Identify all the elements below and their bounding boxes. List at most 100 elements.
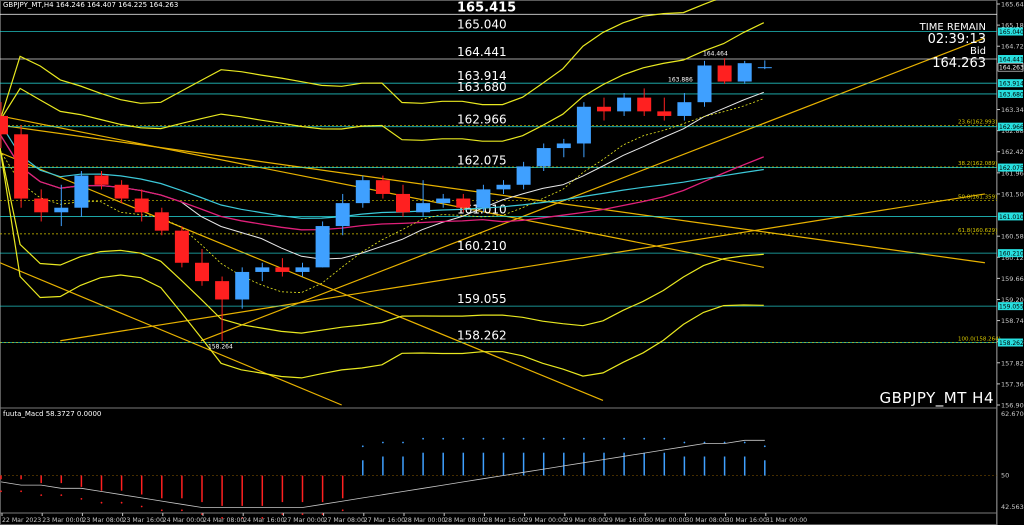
price-level-badge-text: 162.075 <box>999 165 1024 172</box>
candle-body <box>335 203 350 227</box>
price-tick-label: 161.500 <box>1001 190 1024 198</box>
price-level-badge <box>998 249 1023 258</box>
chart-symbol-label: GBPJPY_MT H4 <box>879 389 994 407</box>
price-level-badge <box>998 55 1023 64</box>
candle-body <box>436 198 451 204</box>
macd-dot <box>723 441 726 444</box>
time-axis-label: 30 Mar 08:00 <box>685 517 726 524</box>
time-axis-label: 23 Mar 16:00 <box>123 517 164 524</box>
trend-line <box>0 124 985 264</box>
fib-level-label: 50.0(161.359) <box>958 194 997 200</box>
macd-dot <box>301 513 304 515</box>
time-axis-label: 31 Mar 00:00 <box>766 517 807 524</box>
time-axis-label: 29 Mar 16:00 <box>605 517 646 524</box>
macd-dot <box>341 509 344 512</box>
candle-body <box>0 115 8 135</box>
macd-dot <box>100 501 103 504</box>
candle-body <box>536 148 551 167</box>
candle-body <box>637 97 652 112</box>
macd-dot <box>703 441 706 444</box>
price-level-badge <box>998 338 1023 347</box>
time-remain-title: TIME REMAIN <box>919 22 986 33</box>
macd-dot <box>643 437 646 440</box>
price-tick-label: 163.340 <box>1001 106 1024 114</box>
price-level-badge <box>998 27 1023 36</box>
candle-body <box>275 267 290 272</box>
macd-dot <box>20 490 22 493</box>
candle-body <box>737 63 752 82</box>
time-axis-label: 28 Mar 16:00 <box>484 517 525 524</box>
macd-dot <box>321 513 324 515</box>
macd-dot <box>502 437 505 440</box>
candle-body <box>54 207 69 213</box>
price-level-label: 162.966 <box>457 113 507 127</box>
price-level-label: 165.415 <box>457 0 516 15</box>
candle-body <box>717 65 732 82</box>
price-level-label: 160.210 <box>457 239 507 253</box>
candle-body <box>697 65 712 103</box>
price-level-badge-text: 163.914 <box>999 81 1024 88</box>
candle-body <box>617 97 632 112</box>
macd-dot <box>663 437 666 440</box>
price-level-badge <box>998 89 1023 98</box>
macd-dot <box>402 441 404 444</box>
bid-value: 164.263 <box>932 56 986 71</box>
current-price-badge-text: 164.263 <box>999 65 1024 72</box>
candle-body <box>416 203 431 213</box>
macd-dot <box>482 437 485 440</box>
oscillator-label: fuuta_Macd 58.3727 0.0000 <box>3 410 102 418</box>
candle-body <box>134 198 149 213</box>
macd-dot <box>281 513 284 515</box>
macd-dot <box>40 494 43 496</box>
price-level-badge-text: 162.966 <box>999 124 1024 131</box>
candle-body <box>375 180 390 194</box>
macd-dot <box>462 437 465 440</box>
price-level-label: 159.055 <box>457 292 507 306</box>
candle-body <box>215 281 230 300</box>
candle-body <box>657 111 672 116</box>
candle-body <box>677 102 692 116</box>
symbol-header: GBPJPY_MT,H4 164.246 164.407 164.225 164… <box>3 1 179 9</box>
macd-dot <box>603 437 605 440</box>
macd-dot <box>160 509 163 512</box>
price-level-label: 162.075 <box>457 154 507 168</box>
price-level-badge-text: 158.262 <box>999 340 1024 347</box>
candle-body <box>597 106 611 112</box>
macd-dot <box>763 445 766 448</box>
macd-dot <box>562 437 565 440</box>
price-level-badge <box>998 79 1023 88</box>
trend-line <box>0 262 342 406</box>
candle-price-label: 164.464 <box>703 50 728 57</box>
macd-dot <box>623 437 625 440</box>
candle-body <box>154 212 169 231</box>
price-level-label: 158.262 <box>457 329 507 343</box>
price-tick-label: 157.360 <box>1001 380 1024 388</box>
price-tick-label: 160.580 <box>1001 233 1024 241</box>
price-tick-label: 165.640 <box>1001 1 1024 9</box>
macd-dot <box>683 441 686 444</box>
moving-average-cyan <box>0 122 764 219</box>
price-level-badge-text: 160.210 <box>999 251 1024 258</box>
trend-line <box>0 152 604 401</box>
time-axis-label: 29 Mar 00:00 <box>525 517 566 524</box>
candle-body <box>496 184 511 190</box>
time-axis-label: 27 Mar 16:00 <box>364 517 405 524</box>
price-tick-label: 164.720 <box>1001 43 1024 51</box>
macd-dot <box>80 498 83 500</box>
candle-body <box>516 166 531 185</box>
macd-dot <box>382 441 384 444</box>
bid-label: Bid <box>970 46 986 57</box>
time-axis-label: 24 Mar 00:00 <box>163 517 204 524</box>
price-tick-label: 161.960 <box>1001 169 1024 177</box>
price-level-badge <box>998 302 1023 311</box>
price-level-label: 163.914 <box>457 69 507 83</box>
price-level-badge <box>998 163 1023 172</box>
candle-body <box>174 230 189 263</box>
candle-body <box>295 267 310 272</box>
fib-level-label: 61.8(160.629) <box>958 228 997 234</box>
candle-body <box>235 271 250 300</box>
oscillator-scale-label: 62.6704 <box>1001 410 1024 418</box>
time-remain-panel: TIME REMAIN 02:39:13 Bid 164.263 <box>920 22 986 70</box>
macd-dot <box>442 437 445 440</box>
